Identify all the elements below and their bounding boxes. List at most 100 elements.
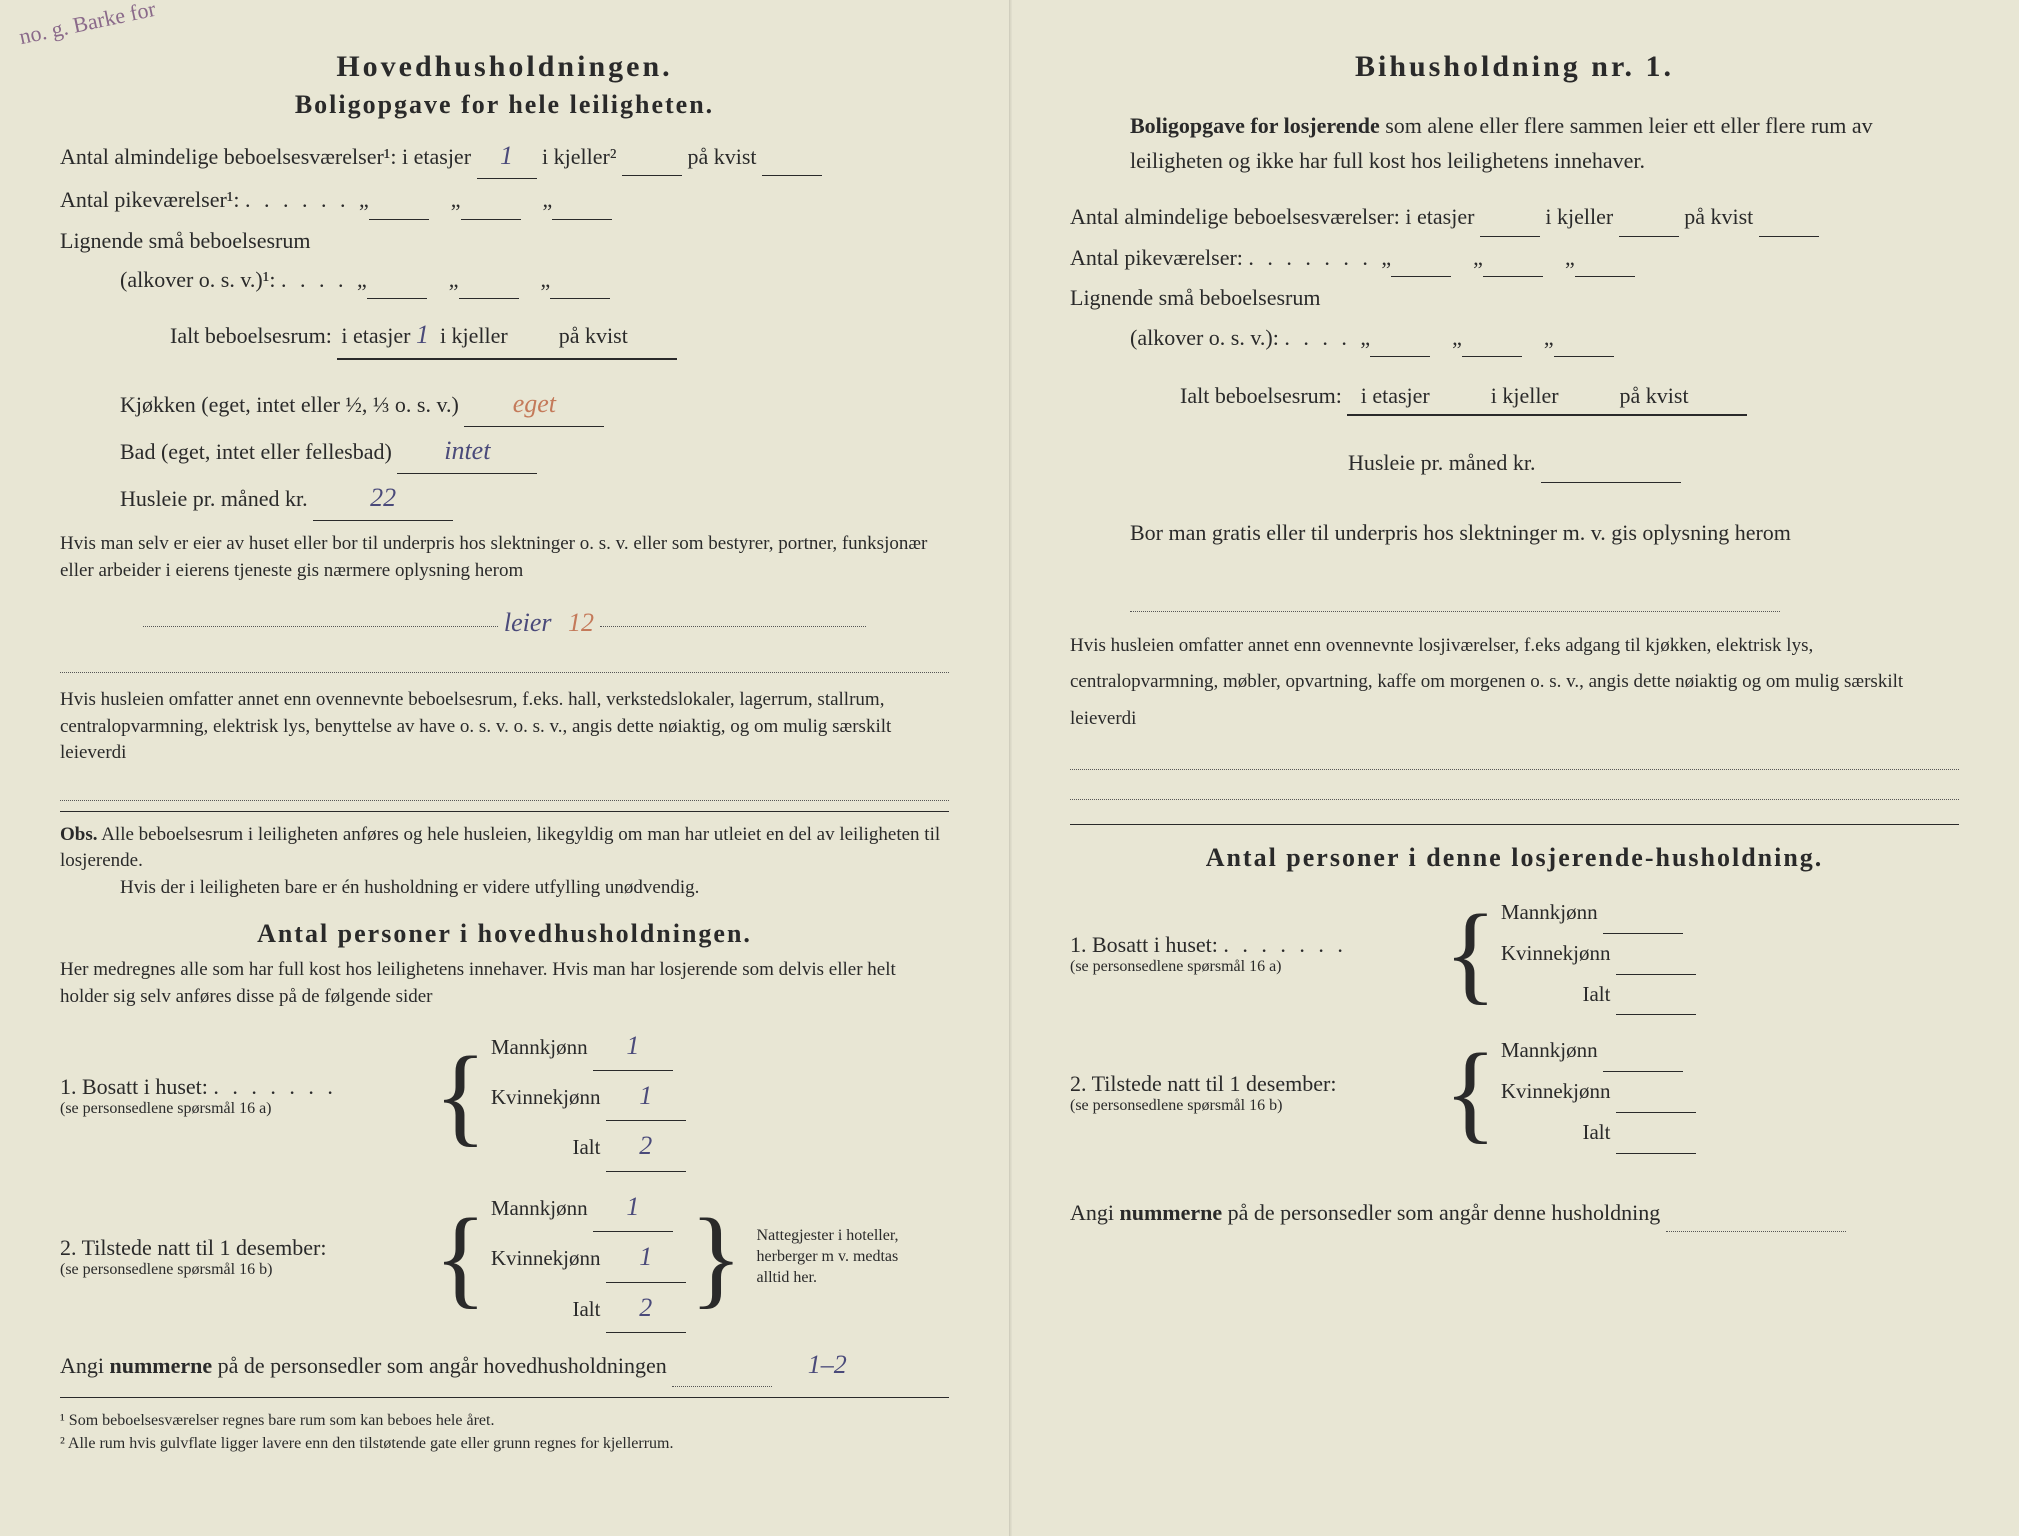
maid-kvist [552,181,612,219]
owner-note: Hvis man selv er eier av huset eller bor… [60,531,949,584]
rule [60,775,949,801]
dots: . . . . . . [245,187,359,212]
q1-values: Mannkjønn 1 Kvinnekjønn 1 Ialt 2 [491,1021,686,1172]
r-q1-sub: (se personsedlene spørsmål 16 a) [1070,958,1440,976]
separator [60,811,949,812]
r-numbers-line: Angi nummerne på de personsedler som ang… [1070,1194,1959,1231]
t-kj-val [513,317,553,354]
obs-text1: Alle beboelsesrum i leiligheten anføres … [60,824,940,872]
footnotes: ¹ Som beboelsesværelser regnes bare rum … [60,1410,949,1455]
rent-value: 22 [313,476,453,521]
q2-label: Tilstede natt til 1 desember: [82,1235,327,1260]
brace-left-icon: { [430,1211,491,1305]
r-q2-male [1603,1031,1683,1072]
r-rent-label: Husleie pr. måned kr. [1348,450,1536,475]
q1-num: 1. [60,1074,77,1099]
r-total-underline: i etasjer i kjeller på kvist [1347,377,1747,416]
r-similar-2: (alkover o. s. v.): . . . . „ „ „ [1130,319,1959,357]
r-persons-title: Antal personer i denne losjerende-hushol… [1070,843,1959,873]
r-q2-label-block: 2. Tilstede natt til 1 desember: (se per… [1070,1071,1440,1115]
total-rooms-label: Ialt beboelsesrum: [170,323,332,348]
left-title: Hovedhusholdningen. [60,50,949,84]
r-alk-kv [1554,319,1614,357]
kitchen-label: Kjøkken (eget, intet eller ½, ⅓ o. s. v.… [120,392,459,417]
maid-etasjer [369,181,429,219]
r-q2-female [1616,1072,1696,1113]
q1-brace: { Mannkjønn 1 Kvinnekjønn 1 Ialt 2 [430,1021,686,1172]
r-rooms-line: Antal almindelige beboelsesværelser: i e… [1070,198,1959,236]
maid-rooms-line: Antal pikeværelser¹: . . . . . . „ „ „ [60,181,949,219]
rooms-line: Antal almindelige beboelsesværelser¹: i … [60,134,949,179]
obs-text2: Hvis der i leiligheten bare er én hushol… [120,875,699,902]
total-rooms-line: Ialt beboelsesrum: i etasjer 1 i kjeller… [170,313,949,359]
r-gratis-line: Bor man gratis eller til underpris hos s… [1130,507,1959,613]
kjeller-label: i kjeller² [542,144,616,169]
q2-total: 2 [606,1283,686,1333]
left-subtitle: Boligopgave for hele leiligheten. [60,90,949,120]
alk-etasjer [367,261,427,299]
r-q2-label: Tilstede natt til 1 desember: [1092,1071,1337,1096]
separator [1070,824,1959,825]
right-page: Bihusholdning nr. 1. Boligopgave for los… [1010,0,2019,1536]
alk-kjeller [459,261,519,299]
r-q1-total [1616,975,1696,1016]
obs-label: Obs. [60,824,98,845]
r-alk-kj [1462,319,1522,357]
ialt-label: Ialt [572,1135,600,1159]
male-label: Mannkjønn [491,1035,588,1059]
obs-block: Obs. Alle beboelsesrum i leiligheten anf… [60,822,949,902]
rt-kj-label: i kjeller [1491,383,1559,408]
kitchen-value: eget [464,382,604,427]
t-kj-label: i kjeller [440,323,508,348]
separator [60,1397,949,1398]
rooms-label: Antal almindelige beboelsesværelser¹: i … [60,144,471,169]
r-rooms-kvist [1759,198,1819,236]
q2-values: Mannkjønn 1 Kvinnekjønn 1 Ialt 2 [491,1182,686,1333]
rooms-etasjer-value: 1 [477,134,537,179]
brace-left-icon: { [430,1049,491,1143]
q1-female: 1 [606,1071,686,1121]
persons-intro: Her medregnes alle som har full kost hos… [60,957,949,1010]
ialt-label: Ialt [572,1297,600,1321]
r-kvist-label: på kvist [1684,204,1753,229]
rule [60,648,949,674]
q1-label-block: 1. Bosatt i huset: . . . . . . . (se per… [60,1074,430,1118]
right-title: Bihusholdning nr. 1. [1070,50,1959,84]
brace-left-icon: { [1440,907,1501,1001]
q2-female: 1 [606,1232,686,1282]
q2-male: 1 [593,1182,673,1232]
r-rooms-label: Antal almindelige beboelsesværelser: i e… [1070,204,1474,229]
rooms-kjeller-value [622,138,682,176]
female-label: Kvinnekjønn [1501,941,1611,965]
t-kv-label: på kvist [559,323,628,348]
female-label: Kvinnekjønn [491,1246,601,1270]
rooms-kvist-value [762,138,822,176]
t-kv-val [633,317,673,354]
rent-label: Husleie pr. måned kr. [120,486,308,511]
r-gratis-note: Bor man gratis eller til underpris hos s… [1130,520,1791,545]
female-label: Kvinnekjønn [491,1085,601,1109]
r-q2-num: 2. [1070,1071,1087,1096]
r-q2-row: 2. Tilstede natt til 1 desember: (se per… [1070,1031,1959,1154]
r-rent-includes: Hvis husleien omfatter annet enn ovennev… [1070,628,1959,736]
night-guests-note: Nattegjester i hoteller, herberger m v. … [757,1226,917,1288]
r-q2-total [1616,1113,1696,1154]
corner-scribble: no. g. Barke for [17,0,157,48]
r-q2-values: Mannkjønn Kvinnekjønn Ialt [1501,1031,1696,1154]
bath-value: intet [397,429,537,474]
similar-rooms-2: (alkover o. s. v.)¹: . . . . „ „ „ [120,261,949,299]
question-2-row: 2. Tilstede natt til 1 desember: (se per… [60,1182,949,1333]
rt-kv-label: på kvist [1620,383,1689,408]
r-q1-row: 1. Bosatt i huset: . . . . . . . (se per… [1070,893,1959,1016]
bath-line: Bad (eget, intet eller fellesbad) intet [120,429,949,474]
owner-extra: 12 [568,608,594,637]
male-label: Mannkjønn [491,1196,588,1220]
maid-rooms-label: Antal pikeværelser¹: [60,187,240,212]
r-total-line: Ialt beboelsesrum: i etasjer i kjeller p… [1180,377,1959,416]
t-et-val: 1 [416,320,429,349]
q2-brace: { Mannkjønn 1 Kvinnekjønn 1 Ialt 2 } Nat… [430,1182,917,1333]
t-et-label: i etasjer [341,323,410,348]
r-maid-label: Antal pikeværelser: [1070,245,1243,270]
r-similar-1: Lignende små beboelsesrum [1070,279,1959,316]
r-q2-brace: { Mannkjønn Kvinnekjønn Ialt [1440,1031,1696,1154]
